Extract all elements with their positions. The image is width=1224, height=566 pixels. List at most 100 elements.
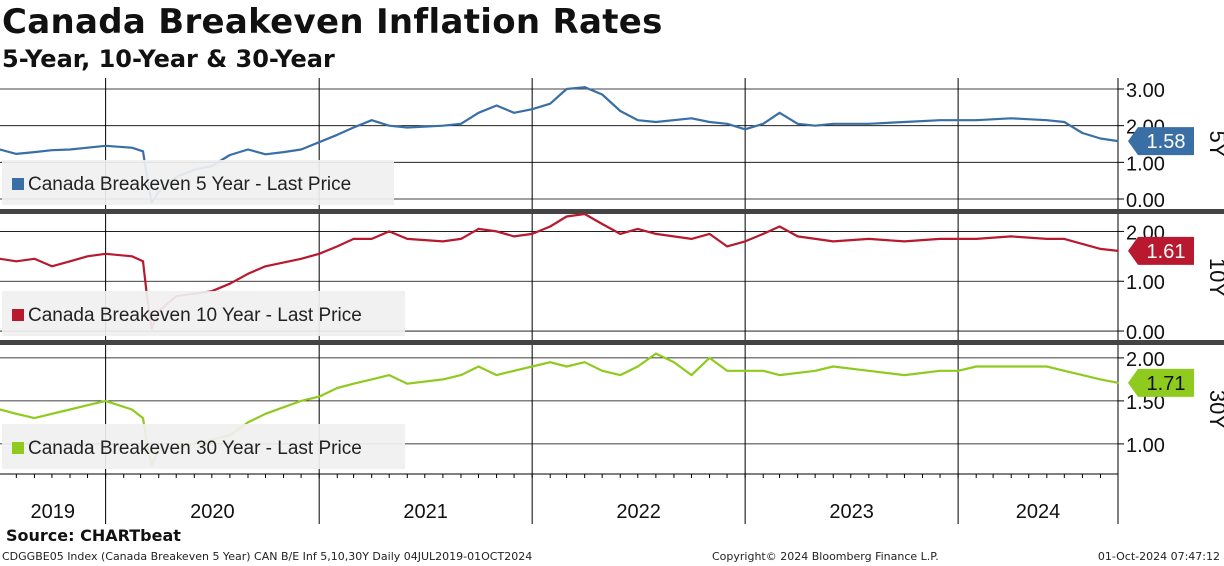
data-point [0, 408, 1, 411]
data-point [1117, 249, 1119, 252]
data-point [1099, 247, 1102, 250]
data-point [814, 124, 817, 127]
last-value-badge [1128, 236, 1194, 265]
data-point [939, 238, 941, 240]
data-point [762, 233, 765, 235]
data-point [601, 93, 604, 96]
legend-swatch [12, 442, 24, 454]
y-tick-label: 2.00 [1126, 349, 1165, 371]
y-tick-label: 0.00 [1126, 190, 1165, 212]
data-point [744, 369, 747, 372]
x-tick-label: 2019 [31, 501, 76, 523]
data-point [726, 122, 728, 125]
data-point [814, 369, 817, 372]
data-point [619, 374, 622, 376]
data-point [762, 369, 765, 372]
x-tick-label: 2024 [1016, 501, 1061, 523]
data-point [867, 122, 870, 125]
data-point [583, 86, 586, 89]
data-point [1099, 137, 1102, 140]
data-point [654, 233, 657, 235]
series-tag: 10Y [1205, 258, 1224, 297]
data-point [975, 119, 978, 122]
data-point [549, 102, 552, 105]
data-point [318, 252, 321, 255]
data-point [708, 357, 711, 359]
data-point [619, 110, 622, 112]
data-point [744, 240, 747, 243]
data-point [33, 151, 36, 153]
x-tick-label: 2020 [190, 501, 235, 523]
data-point [130, 408, 133, 411]
data-point [565, 88, 568, 90]
x-tick-label: 2022 [616, 501, 661, 523]
data-point [549, 225, 552, 228]
legend-label: Canada Breakeven 30 Year - Last Price [28, 438, 362, 459]
data-point [957, 369, 960, 372]
data-point [867, 238, 870, 240]
data-point [0, 257, 1, 260]
y-tick-label: 1.00 [1126, 272, 1165, 294]
data-point [975, 238, 978, 240]
data-point [336, 387, 339, 389]
last-value-label: 1.61 [1147, 241, 1186, 263]
data-point [336, 245, 339, 248]
data-point [708, 121, 711, 123]
series-tag: 30Y [1205, 390, 1224, 429]
data-point [264, 265, 267, 268]
legend-label: Canada Breakeven 10 Year - Last Price [28, 305, 362, 326]
data-point [104, 400, 107, 402]
data-point [636, 228, 639, 230]
data-point [832, 365, 835, 368]
data-point [583, 361, 586, 364]
data-point [282, 151, 285, 153]
data-point [832, 240, 835, 243]
data-point [939, 119, 941, 122]
data-point [601, 223, 604, 225]
data-point [51, 265, 53, 268]
data-point [69, 408, 71, 411]
data-point [336, 133, 339, 136]
legend-label: Canada Breakeven 5 Year - Last Price [28, 174, 351, 195]
last-value-tag: 1.58 [1128, 127, 1194, 156]
data-point [352, 126, 355, 129]
timestamp: 01-Oct-2024 07:47:12 [1097, 550, 1220, 563]
data-point [229, 154, 231, 156]
last-value-tag: 1.71 [1128, 368, 1194, 397]
data-point [1081, 132, 1084, 134]
data-point [247, 421, 249, 424]
last-value-badge [1128, 368, 1194, 397]
data-point [142, 150, 144, 153]
y-tick-label: 1.00 [1126, 153, 1165, 175]
data-point [903, 374, 906, 376]
data-point [388, 374, 391, 376]
data-point [33, 417, 36, 419]
data-point [778, 374, 781, 376]
data-point [673, 361, 675, 364]
chart-subtitle: 5-Year, 10-Year & 30-Year [2, 45, 335, 73]
data-point [69, 148, 71, 151]
data-point [51, 412, 53, 415]
data-point [51, 149, 53, 152]
data-point [690, 374, 693, 376]
data-point [69, 260, 71, 263]
data-point [460, 238, 462, 240]
data-point [352, 238, 355, 240]
data-point [654, 121, 657, 123]
data-point [229, 282, 231, 285]
data-point [1063, 121, 1066, 123]
data-point [796, 122, 799, 125]
data-point [388, 230, 391, 233]
data-point [15, 153, 18, 155]
legend-box [2, 291, 405, 336]
data-point [477, 365, 480, 368]
data-point [565, 215, 568, 218]
data-point [654, 352, 657, 355]
data-point [762, 122, 765, 125]
data-point [1099, 378, 1102, 381]
data-point [300, 148, 302, 151]
data-point [975, 365, 978, 368]
